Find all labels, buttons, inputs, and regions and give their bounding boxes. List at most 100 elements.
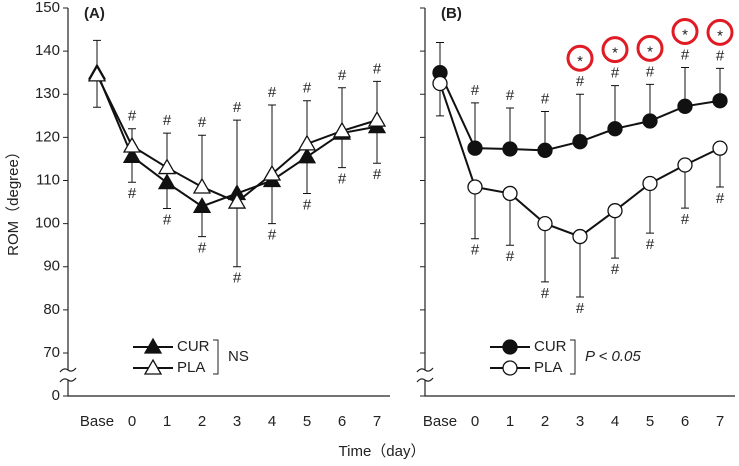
legend-marker bbox=[502, 360, 518, 376]
data-point bbox=[332, 121, 352, 138]
x-tick-label: 2 bbox=[541, 413, 549, 430]
x-tick-label: 7 bbox=[716, 413, 724, 430]
data-point bbox=[122, 147, 142, 163]
data-point bbox=[642, 113, 658, 129]
y-tick-label: 70 bbox=[43, 344, 60, 361]
data-point bbox=[572, 228, 588, 245]
x-tick-label: 3 bbox=[233, 413, 241, 430]
significance-mark: # bbox=[233, 270, 242, 287]
y-tick-label: 150 bbox=[35, 0, 60, 16]
significance-mark: # bbox=[541, 285, 550, 302]
panel-title: (B) bbox=[441, 5, 462, 22]
data-point bbox=[607, 121, 623, 137]
data-point bbox=[297, 134, 317, 151]
error-bar bbox=[646, 183, 654, 234]
significance-mark: # bbox=[338, 171, 347, 188]
data-point bbox=[642, 175, 658, 192]
significance-mark: # bbox=[373, 166, 382, 183]
data-point bbox=[712, 140, 728, 156]
data-point bbox=[467, 140, 483, 156]
significance-mark: # bbox=[163, 212, 172, 229]
data-point bbox=[537, 215, 553, 232]
legend-label: PLA bbox=[534, 359, 562, 376]
data-point bbox=[192, 177, 212, 194]
x-tick-label: Base bbox=[80, 413, 114, 430]
data-point bbox=[157, 173, 177, 190]
star-ring bbox=[601, 36, 629, 64]
legend-bracket bbox=[213, 339, 219, 375]
significance-mark: # bbox=[681, 46, 690, 63]
significance-mark: # bbox=[303, 80, 312, 97]
x-tick-label: 1 bbox=[163, 413, 171, 430]
legend-label: PLA bbox=[177, 359, 205, 376]
star-ring bbox=[566, 44, 594, 72]
legend-label: CUR bbox=[177, 338, 210, 355]
x-tick-label: 2 bbox=[198, 413, 206, 430]
y-tick-label: 80 bbox=[43, 301, 60, 318]
data-point bbox=[192, 197, 212, 214]
x-axis-label: Time（day） bbox=[339, 443, 426, 460]
x-tick-label: 5 bbox=[646, 413, 654, 430]
data-point bbox=[677, 98, 693, 114]
significance-mark: # bbox=[471, 82, 480, 99]
data-point bbox=[87, 65, 107, 82]
data-point bbox=[467, 179, 483, 195]
data-point bbox=[262, 164, 282, 181]
data-point bbox=[502, 185, 518, 202]
significance-mark: # bbox=[646, 236, 655, 253]
data-point bbox=[502, 141, 518, 157]
legend-note: NS bbox=[228, 348, 249, 365]
data-point bbox=[432, 75, 448, 92]
y-tick-label: 90 bbox=[43, 258, 60, 275]
error-bar bbox=[541, 223, 549, 283]
legend-marker bbox=[502, 339, 518, 355]
error-bar bbox=[611, 210, 619, 259]
y-tick-label: 120 bbox=[35, 128, 60, 145]
significance-mark: # bbox=[506, 248, 515, 265]
significance-mark: # bbox=[268, 227, 277, 244]
significance-mark: # bbox=[611, 65, 620, 82]
y-tick-label: 130 bbox=[35, 85, 60, 102]
significance-mark: # bbox=[576, 300, 585, 317]
axis-break bbox=[416, 367, 434, 383]
star-mark: * bbox=[717, 27, 723, 44]
significance-mark: # bbox=[506, 87, 515, 104]
y-tick-label: 100 bbox=[35, 215, 60, 232]
error-bar bbox=[576, 93, 584, 142]
significance-mark: # bbox=[233, 99, 242, 116]
y-axis-label: ROM（degree） bbox=[5, 144, 22, 256]
star-ring bbox=[636, 34, 664, 62]
star-mark: * bbox=[577, 53, 583, 70]
significance-mark: # bbox=[198, 240, 207, 257]
data-point bbox=[367, 110, 387, 127]
error-bar bbox=[268, 104, 276, 175]
panel-title: (A) bbox=[84, 5, 105, 22]
significance-mark: # bbox=[471, 242, 480, 259]
significance-mark: # bbox=[576, 73, 585, 90]
data-point bbox=[157, 158, 177, 175]
data-point bbox=[572, 134, 588, 150]
significance-mark: # bbox=[163, 112, 172, 129]
error-bar bbox=[576, 236, 584, 298]
y-tick-label: 110 bbox=[36, 171, 60, 188]
significance-mark: # bbox=[373, 60, 382, 77]
error-bar bbox=[268, 180, 276, 225]
significance-mark: # bbox=[198, 114, 207, 131]
legend-marker bbox=[143, 337, 163, 354]
data-point bbox=[122, 136, 142, 153]
x-tick-label: 0 bbox=[128, 413, 136, 430]
data-point bbox=[607, 203, 623, 219]
x-tick-label: 0 bbox=[471, 413, 479, 430]
significance-mark: # bbox=[681, 211, 690, 228]
star-ring bbox=[706, 18, 734, 46]
star-mark: * bbox=[647, 43, 653, 60]
x-tick-label: 6 bbox=[681, 413, 689, 430]
star-mark: * bbox=[612, 45, 618, 62]
data-point bbox=[712, 93, 728, 109]
x-tick-label: 5 bbox=[303, 413, 311, 430]
data-point bbox=[537, 142, 553, 158]
x-tick-label: 4 bbox=[611, 413, 619, 430]
significance-mark: # bbox=[646, 63, 655, 80]
y-tick-label: 140 bbox=[35, 42, 60, 59]
